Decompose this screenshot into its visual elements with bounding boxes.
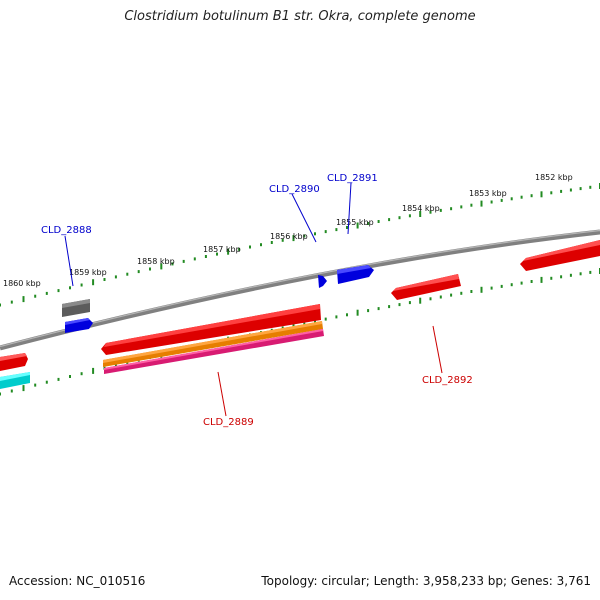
gene-label-cld2891[interactable]: CLD_2891 bbox=[327, 173, 378, 184]
scale-label-1860kbp: 1860 kbp bbox=[3, 279, 41, 288]
scale-label-1856kbp: 1856 kbp bbox=[270, 232, 308, 241]
genome-summary: Topology: circular; Length: 3,958,233 bp… bbox=[261, 574, 591, 588]
gene-label-cld2889[interactable]: CLD_2889 bbox=[203, 417, 254, 428]
feature-cds-cld2889[interactable] bbox=[101, 304, 321, 355]
scale-label-1858kbp: 1858 kbp bbox=[137, 257, 175, 266]
scale-label-1854kbp: 1854 kbp bbox=[402, 204, 440, 213]
map-title: Clostridium botulinum B1 str. Okra, comp… bbox=[124, 9, 476, 24]
feature-cds-cld2891[interactable] bbox=[337, 265, 374, 284]
gene-label-cld2890[interactable]: CLD_2890 bbox=[269, 184, 320, 195]
leader-line-cld2890 bbox=[291, 193, 317, 243]
feature-magenta-cld2889[interactable] bbox=[104, 329, 324, 374]
scale-label-1855kbp: 1855 kbp bbox=[336, 218, 374, 227]
feature-cds-right-edge[interactable] bbox=[520, 240, 600, 271]
gene-label-cld2888[interactable]: CLD_2888 bbox=[41, 225, 92, 236]
scale-label-1859kbp: 1859 kbp bbox=[69, 268, 107, 277]
leader-line-cld2889 bbox=[217, 371, 227, 417]
feature-cds-cld2888[interactable] bbox=[65, 318, 93, 333]
accession-label: Accession: NC_010516 bbox=[9, 574, 146, 588]
scale-label-1852kbp: 1852 kbp bbox=[535, 173, 573, 182]
outer-tick-row bbox=[0, 183, 600, 307]
feature-cds-cld2890[interactable] bbox=[318, 275, 327, 288]
scale-label-1853kbp: 1853 kbp bbox=[469, 189, 507, 198]
feature-cds-left-edge[interactable] bbox=[0, 353, 28, 371]
feature-cds-cld2892[interactable] bbox=[391, 274, 461, 300]
leader-line-cld2892 bbox=[432, 325, 443, 374]
gene-label-cld2892[interactable]: CLD_2892 bbox=[422, 375, 473, 386]
leader-line-cld2891 bbox=[347, 182, 352, 235]
leader-line-cld2888 bbox=[64, 235, 74, 287]
feature-orange-cld2889[interactable] bbox=[103, 321, 323, 367]
feature-gray-cld2888[interactable] bbox=[62, 299, 90, 317]
feature-cyan-left-edge[interactable] bbox=[0, 372, 30, 389]
scale-label-1857kbp: 1857 kbp bbox=[203, 245, 241, 254]
